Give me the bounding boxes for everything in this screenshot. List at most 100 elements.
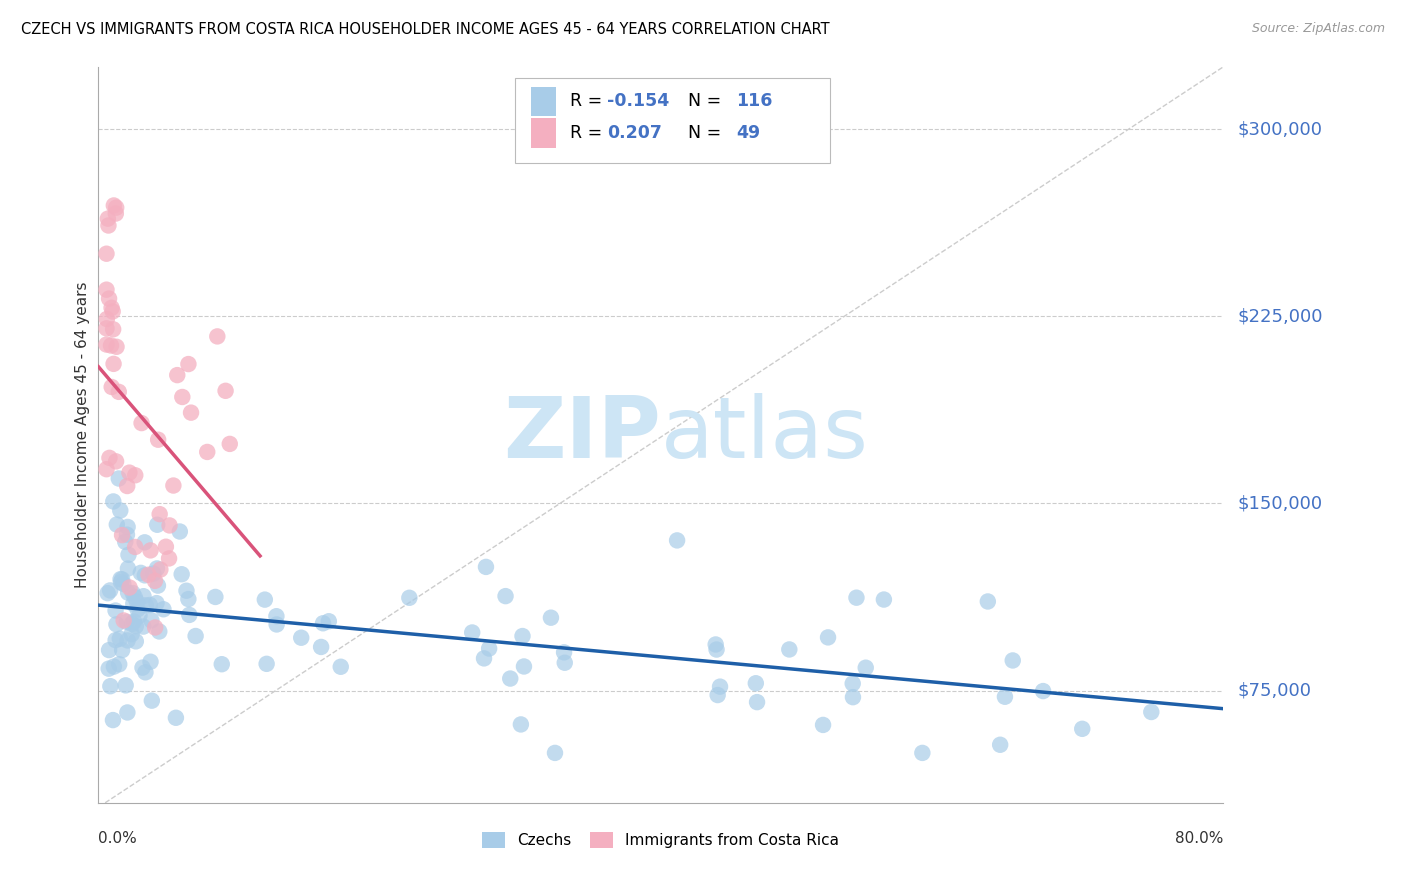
- Text: N =: N =: [676, 124, 727, 142]
- Point: [141, 693, 163, 707]
- Point: [98, 643, 121, 657]
- Point: [121, 616, 143, 631]
- Point: [509, 717, 531, 731]
- Point: [98, 679, 121, 693]
- Point: [98, 292, 121, 306]
- Point: [112, 577, 135, 591]
- Point: [124, 540, 146, 554]
- Point: [146, 517, 169, 532]
- Point: [96, 462, 118, 476]
- Point: [184, 629, 207, 643]
- Text: 0.207: 0.207: [607, 124, 662, 142]
- Point: [398, 591, 420, 605]
- Point: [97, 219, 120, 233]
- Point: [195, 445, 218, 459]
- Point: [977, 594, 1000, 608]
- Point: [706, 642, 728, 657]
- Point: [180, 406, 202, 420]
- Point: [745, 676, 768, 690]
- Point: [478, 641, 501, 656]
- Point: [135, 599, 157, 613]
- Point: [207, 329, 229, 343]
- Text: $225,000: $225,000: [1237, 308, 1323, 326]
- Point: [253, 592, 276, 607]
- Point: [1001, 653, 1024, 667]
- Point: [110, 572, 132, 586]
- Point: [143, 574, 166, 588]
- Point: [141, 613, 163, 627]
- Point: [165, 711, 187, 725]
- Point: [122, 615, 145, 629]
- Text: -0.154: -0.154: [607, 93, 669, 111]
- Point: [475, 560, 498, 574]
- Point: [108, 632, 131, 646]
- Point: [162, 478, 184, 492]
- Point: [461, 625, 484, 640]
- Y-axis label: Householder Income Ages 45 - 64 years: Householder Income Ages 45 - 64 years: [75, 282, 90, 588]
- Point: [472, 651, 495, 665]
- Point: [107, 471, 129, 485]
- Point: [104, 633, 127, 648]
- Point: [96, 246, 118, 260]
- Point: [104, 206, 127, 220]
- Point: [146, 433, 169, 447]
- Point: [100, 301, 122, 315]
- Point: [817, 631, 839, 645]
- Point: [107, 384, 129, 399]
- Point: [290, 631, 312, 645]
- Point: [155, 540, 177, 554]
- Point: [117, 548, 139, 562]
- Point: [266, 617, 288, 632]
- FancyBboxPatch shape: [531, 87, 557, 116]
- Text: $300,000: $300,000: [1237, 120, 1322, 138]
- Point: [1032, 684, 1054, 698]
- Point: [115, 527, 138, 541]
- Point: [97, 211, 120, 226]
- Point: [127, 602, 149, 616]
- Point: [855, 661, 877, 675]
- Point: [111, 643, 134, 657]
- Point: [172, 390, 194, 404]
- Point: [125, 634, 148, 648]
- Point: [101, 304, 124, 318]
- Point: [177, 357, 200, 371]
- Point: [134, 568, 156, 582]
- Point: [111, 528, 134, 542]
- Point: [157, 551, 180, 566]
- Text: $75,000: $75,000: [1237, 681, 1312, 699]
- Point: [312, 616, 335, 631]
- Point: [166, 368, 188, 383]
- Point: [134, 535, 156, 549]
- Point: [117, 561, 139, 575]
- Point: [146, 561, 169, 575]
- Point: [100, 338, 122, 352]
- Point: [114, 534, 136, 549]
- Point: [110, 503, 132, 517]
- Point: [139, 543, 162, 558]
- Point: [125, 595, 148, 609]
- Point: [142, 566, 165, 581]
- Point: [139, 655, 162, 669]
- Point: [117, 706, 139, 720]
- Point: [129, 566, 152, 580]
- Point: [1071, 722, 1094, 736]
- Point: [145, 596, 167, 610]
- Text: Source: ZipAtlas.com: Source: ZipAtlas.com: [1251, 22, 1385, 36]
- Point: [709, 680, 731, 694]
- Point: [124, 590, 146, 604]
- Point: [170, 567, 193, 582]
- Point: [704, 637, 727, 651]
- Point: [544, 746, 567, 760]
- Point: [96, 283, 118, 297]
- Point: [112, 614, 135, 628]
- Point: [103, 494, 125, 508]
- Point: [131, 416, 153, 430]
- Point: [97, 662, 120, 676]
- Point: [553, 645, 575, 659]
- Point: [159, 518, 181, 533]
- Point: [104, 603, 127, 617]
- Point: [124, 468, 146, 483]
- Point: [132, 589, 155, 603]
- Point: [117, 585, 139, 599]
- Point: [105, 340, 128, 354]
